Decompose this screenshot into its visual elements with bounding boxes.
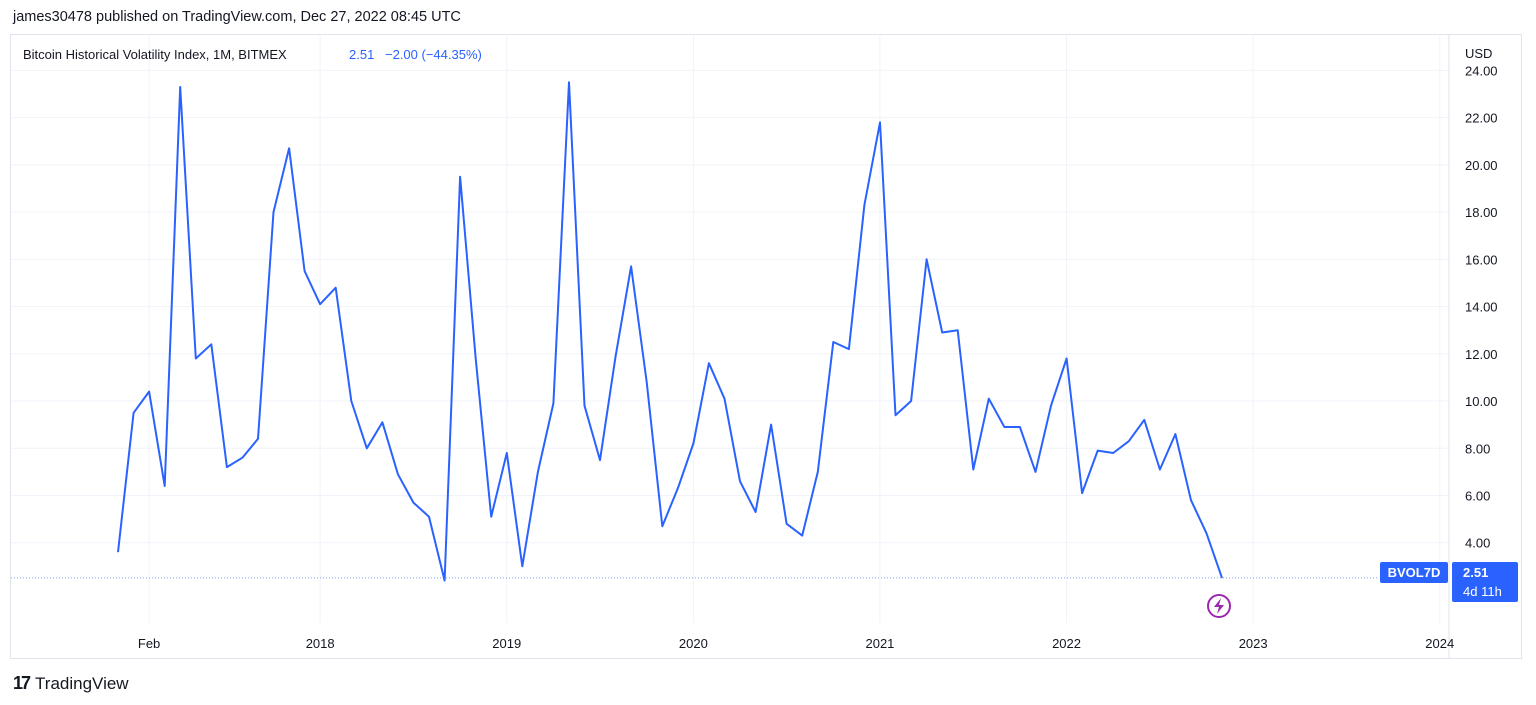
y-tick-label: 8.00 xyxy=(1465,441,1490,456)
badge-layer: BVOL7D 2.51 4d 11h xyxy=(1207,562,1518,618)
legend-value: 2.51 xyxy=(349,47,374,62)
y-tick-label: 22.00 xyxy=(1465,111,1498,126)
x-tick-label: 2023 xyxy=(1239,636,1268,651)
x-tick-label: 2020 xyxy=(679,636,708,651)
y-tick-label: 4.00 xyxy=(1465,536,1490,551)
x-tick-label: 2018 xyxy=(306,636,335,651)
price-badge-countdown: 4d 11h xyxy=(1463,584,1502,599)
y-tick-label: 12.00 xyxy=(1465,347,1498,362)
x-tick-label: 2022 xyxy=(1052,636,1081,651)
axis-layer: 24.00 22.00 20.00 18.00 16.00 14.00 12.00 10.00… xyxy=(138,63,1498,651)
price-badge-value: 2.51 xyxy=(1463,565,1488,580)
y-tick-label: 14.00 xyxy=(1465,300,1498,315)
x-tick-label: 2019 xyxy=(492,636,521,651)
y-tick-label: 10.00 xyxy=(1465,394,1498,409)
grid-layer xyxy=(11,35,1450,659)
chart-frame xyxy=(10,34,1522,659)
series-line xyxy=(117,81,1223,582)
tradingview-logo-icon: 17 xyxy=(13,673,31,693)
legend-layer: Bitcoin Historical Volatility Index, 1M,… xyxy=(23,46,1492,62)
currency-label: USD xyxy=(1465,46,1492,61)
price-badge xyxy=(1452,562,1518,602)
lightning-icon[interactable] xyxy=(1207,594,1231,618)
x-tick-label: 2021 xyxy=(865,636,894,651)
footer-brand[interactable]: 17 TradingView xyxy=(13,673,129,694)
legend-change: −2.00 (−44.35%) xyxy=(385,47,482,62)
y-tick-label: 18.00 xyxy=(1465,205,1498,220)
y-tick-label: 20.00 xyxy=(1465,158,1498,173)
x-tick-label: 2024 xyxy=(1425,636,1454,651)
symbol-badge xyxy=(1380,562,1448,583)
y-tick-label: 16.00 xyxy=(1465,252,1498,267)
x-tick-label: Feb xyxy=(138,636,160,651)
symbol-badge-label: BVOL7D xyxy=(1388,565,1441,580)
publish-header: james30478 published on TradingView.com,… xyxy=(13,9,461,25)
footer-brand-label: TradingView xyxy=(35,673,129,693)
y-tick-label: 6.00 xyxy=(1465,488,1490,503)
y-tick-label: 24.00 xyxy=(1465,63,1498,78)
legend-title: Bitcoin Historical Volatility Index, 1M,… xyxy=(23,47,287,62)
series-layer xyxy=(117,81,1223,582)
